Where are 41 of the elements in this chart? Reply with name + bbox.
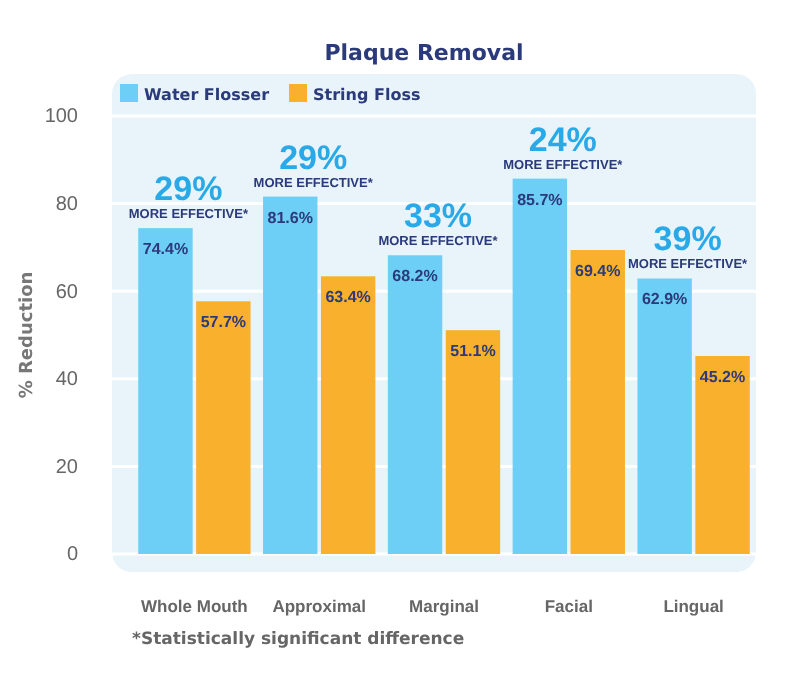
bar: [320, 276, 376, 554]
bar: [387, 255, 443, 554]
annotation: 29%: [154, 170, 223, 209]
y-tick-label: 100: [44, 106, 79, 129]
annotation: 39%: [653, 220, 722, 259]
x-tick-label: Lingual: [663, 596, 724, 617]
annotation: 29%: [279, 138, 348, 177]
bar: [637, 278, 692, 554]
bar: [138, 228, 193, 554]
y-tick-label: 20: [55, 456, 79, 479]
x-tick-label: Marginal: [409, 596, 479, 617]
bar: [512, 178, 568, 554]
bar: [196, 301, 251, 554]
chart-title: Plaque Removal: [324, 40, 524, 66]
data-label: 45.2%: [699, 368, 746, 387]
legend-label: Water Flosser: [144, 86, 270, 104]
data-label: 68.2%: [392, 267, 438, 286]
bar: [445, 330, 501, 554]
bar: [570, 250, 625, 554]
bar: [263, 196, 318, 554]
y-axis-title: % Reduction: [18, 271, 38, 399]
y-tick-label: 40: [55, 369, 79, 392]
bar: [695, 356, 750, 554]
data-label: 74.4%: [142, 240, 189, 259]
text: *Statistically significant difference: [132, 630, 465, 650]
legend-label: String Floss: [313, 86, 421, 104]
data-label: 69.4%: [575, 262, 621, 281]
x-tick-label: Approximal: [272, 596, 366, 617]
data-label: 51.1%: [450, 342, 496, 361]
data-label: 62.9%: [641, 290, 688, 309]
y-tick-label: 80: [55, 194, 79, 216]
annotation: 33%: [403, 197, 473, 236]
y-tick-label: 60: [55, 281, 79, 304]
data-label: 57.7%: [200, 313, 247, 332]
x-tick-label: Facial: [544, 596, 593, 617]
data-label: 85.7%: [517, 190, 563, 209]
annotation: 24%: [528, 120, 597, 159]
x-tick-label: Whole Mouth: [141, 596, 248, 617]
data-label: 81.6%: [267, 208, 313, 227]
y-tick-label: 0: [66, 544, 79, 567]
data-label: 63.4%: [325, 288, 371, 307]
